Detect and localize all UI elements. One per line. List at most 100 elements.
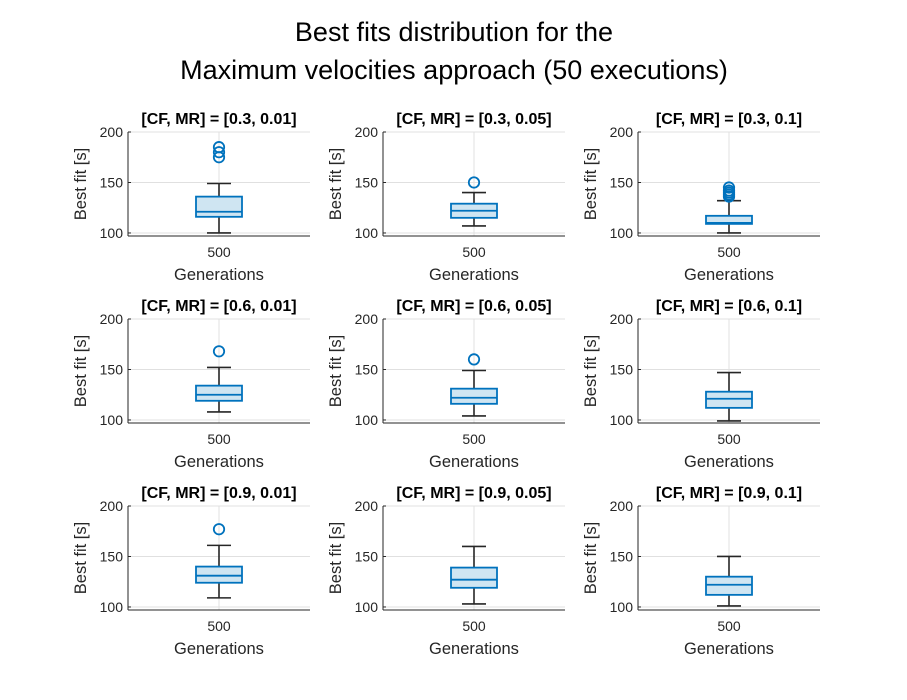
boxplot (705, 181, 753, 234)
iqr-box (195, 195, 243, 218)
y-tick-label: 100 (100, 225, 124, 241)
y-axis-label: Best fit [s] (327, 335, 345, 407)
y-tick-label: 100 (355, 412, 379, 428)
subplot-title: [CF, MR] = [0.9, 0.1] (656, 485, 802, 502)
outlier-point (212, 141, 226, 154)
iqr-box (450, 566, 498, 589)
outlier-point (467, 353, 481, 366)
iqr-box (195, 384, 243, 402)
y-axis-label: Best fit [s] (72, 522, 90, 594)
y-tick-label: 200 (100, 498, 124, 514)
x-tick-label: 500 (207, 431, 231, 447)
y-tick-label: 100 (610, 412, 634, 428)
outlier-point (212, 345, 226, 358)
y-axis-label: Best fit [s] (72, 335, 90, 407)
subplot-4: 100 150 200 500 [CF, MR] = [0.6, 0.01] Genera… (72, 298, 310, 471)
subplot-9: 100 150 200 500 [CF, MR] = [0.9, 0.1] Generat… (582, 485, 820, 658)
x-axis-label: Generations (429, 266, 519, 284)
y-tick-label: 100 (100, 412, 124, 428)
y-tick-label: 150 (100, 174, 124, 190)
y-tick-label: 150 (610, 174, 634, 190)
boxplot (195, 523, 243, 599)
subplot-6: 100 150 200 500 [CF, MR] = [0.6, 0.1] Generat… (582, 298, 820, 471)
y-tick-label: 200 (610, 498, 634, 514)
subplot-title: [CF, MR] = [0.3, 0.05] (396, 111, 551, 128)
y-tick-label: 200 (610, 311, 634, 327)
x-axis-label: Generations (174, 266, 264, 284)
boxplot (195, 345, 243, 413)
y-axis-label: Best fit [s] (72, 148, 90, 220)
iqr-box (705, 575, 753, 596)
y-tick-label: 150 (355, 548, 379, 564)
y-axis-label: Best fit [s] (582, 148, 600, 220)
x-tick-label: 500 (717, 431, 741, 447)
y-tick-label: 100 (610, 599, 634, 615)
subplot-title: [CF, MR] = [0.9, 0.01] (141, 485, 296, 502)
y-tick-label: 100 (355, 599, 379, 615)
iqr-box (705, 390, 753, 409)
x-tick-label: 500 (717, 618, 741, 634)
boxplot (450, 545, 498, 605)
x-axis-label: Generations (684, 453, 774, 471)
boxplot (705, 555, 753, 607)
x-tick-label: 500 (207, 244, 231, 260)
figure-title-line-2: Maximum velocities approach (50 executio… (180, 55, 728, 85)
subplot-title: [CF, MR] = [0.6, 0.05] (396, 298, 551, 315)
y-tick-label: 100 (355, 225, 379, 241)
subplot-2: 100 150 200 500 [CF, MR] = [0.3, 0.05] Genera… (327, 111, 565, 284)
y-tick-label: 150 (355, 361, 379, 377)
y-tick-label: 200 (100, 124, 124, 140)
iqr-box (705, 214, 753, 225)
subplot-8: 100 150 200 500 [CF, MR] = [0.9, 0.05] Genera… (327, 485, 565, 658)
boxplot (705, 371, 753, 422)
outlier-point (467, 176, 481, 189)
outlier-point (722, 181, 736, 194)
y-tick-label: 150 (100, 548, 124, 564)
subplot-grid: 100 150 200 500 [CF, MR] = [0.3, 0.01] Genera… (72, 111, 820, 658)
x-tick-label: 500 (717, 244, 741, 260)
x-tick-label: 500 (462, 618, 486, 634)
subplot-7: 100 150 200 500 [CF, MR] = [0.9, 0.01] Genera… (72, 485, 310, 658)
y-tick-label: 150 (610, 548, 634, 564)
y-tick-label: 200 (100, 311, 124, 327)
outlier-point (212, 523, 226, 536)
boxplot (195, 141, 243, 234)
x-axis-label: Generations (684, 266, 774, 284)
x-axis-label: Generations (684, 640, 774, 658)
boxplot (450, 353, 498, 417)
y-tick-label: 150 (100, 361, 124, 377)
y-tick-label: 200 (355, 498, 379, 514)
subplot-3: 100 150 200 500 [CF, MR] = [0.3, 0.1] Generat… (582, 111, 820, 284)
y-tick-label: 200 (355, 311, 379, 327)
x-axis-label: Generations (429, 640, 519, 658)
subplot-title: [CF, MR] = [0.6, 0.01] (141, 298, 296, 315)
y-tick-label: 150 (610, 361, 634, 377)
x-tick-label: 500 (462, 244, 486, 260)
y-axis-label: Best fit [s] (327, 148, 345, 220)
y-axis-label: Best fit [s] (327, 522, 345, 594)
x-tick-label: 500 (462, 431, 486, 447)
figure-title-line-1: Best fits distribution for the (295, 17, 613, 47)
y-tick-label: 100 (100, 599, 124, 615)
y-tick-label: 100 (610, 225, 634, 241)
boxplot (450, 176, 498, 227)
y-axis-label: Best fit [s] (582, 522, 600, 594)
subplot-title: [CF, MR] = [0.6, 0.1] (656, 298, 802, 315)
x-axis-label: Generations (174, 453, 264, 471)
y-tick-label: 200 (355, 124, 379, 140)
subplot-title: [CF, MR] = [0.3, 0.1] (656, 111, 802, 128)
outlier-point (212, 146, 226, 159)
subplot-1: 100 150 200 500 [CF, MR] = [0.3, 0.01] Genera… (72, 111, 310, 284)
y-axis-label: Best fit [s] (582, 335, 600, 407)
subplot-title: [CF, MR] = [0.3, 0.01] (141, 111, 296, 128)
x-axis-label: Generations (429, 453, 519, 471)
y-tick-label: 200 (610, 124, 634, 140)
iqr-box (450, 387, 498, 405)
x-axis-label: Generations (174, 640, 264, 658)
iqr-box (195, 565, 243, 584)
y-tick-label: 150 (355, 174, 379, 190)
subplot-title: [CF, MR] = [0.9, 0.05] (396, 485, 551, 502)
subplot-5: 100 150 200 500 [CF, MR] = [0.6, 0.05] Genera… (327, 298, 565, 471)
x-tick-label: 500 (207, 618, 231, 634)
